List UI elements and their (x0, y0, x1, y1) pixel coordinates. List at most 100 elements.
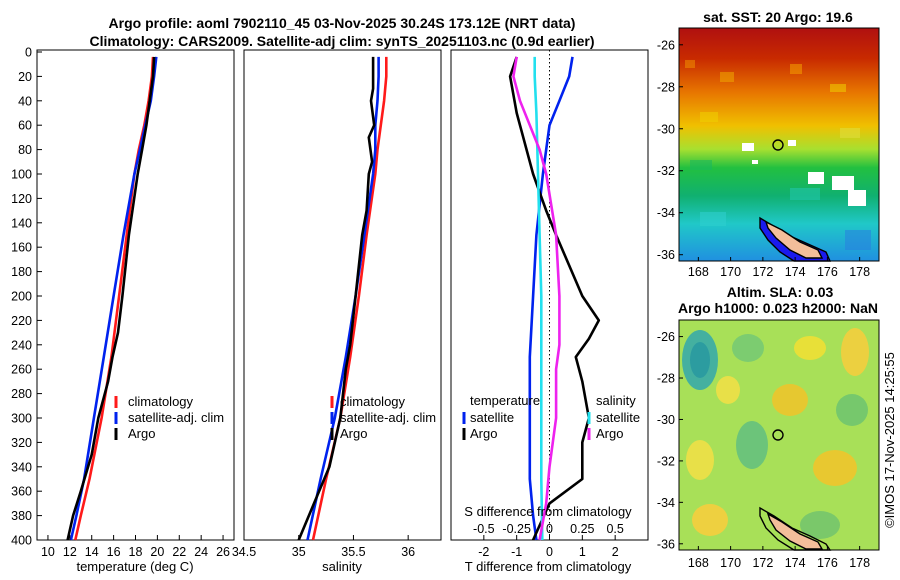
sla-map-title-2: Argo h1000: 0.023 h2000: NaN (678, 300, 878, 316)
difference-xlabel: T difference from climatology (465, 559, 632, 574)
sal-legend-climatology: climatology (340, 394, 406, 409)
sla-argo-marker (772, 429, 784, 441)
difference-legend: temperature satellite Argo salinity sate… (462, 393, 640, 441)
map-y-label: -32 (657, 454, 675, 468)
map-y-label: -32 (657, 164, 675, 178)
map-y-label: -26 (657, 38, 675, 52)
x2-tick-label: -0.25 (502, 522, 531, 536)
y-tick-label: 140 (11, 216, 32, 230)
map-y-label: -30 (657, 413, 675, 427)
x-tick-label: 0 (546, 545, 553, 559)
diff-legend-s-satellite: satellite (596, 410, 640, 425)
x-tick-label: -1 (511, 545, 522, 559)
x-tick-label: 12 (63, 545, 77, 559)
sst-map-title: sat. SST: 20 Argo: 19.6 (703, 9, 853, 25)
sst-map-panel: sat. SST: 20 Argo: 19.6 168 170 (657, 9, 880, 279)
map-y-label: -36 (657, 248, 675, 262)
map-y-label: -26 (657, 330, 675, 344)
sal-legend-satellite: satellite-adj. clim (340, 410, 436, 425)
salinity-xlabel: salinity (322, 559, 362, 574)
legend-satellite: satellite-adj. clim (128, 410, 224, 425)
map-y-label: -34 (657, 206, 675, 220)
credit: ©IMOS 17-Nov-2025 14:25:55 (882, 352, 897, 528)
y-tick-label: 0 (25, 46, 32, 60)
sst-land (759, 216, 832, 262)
y-tick-label: 120 (11, 192, 32, 206)
x-tick-label: 18 (129, 545, 143, 559)
y-tick-label: 160 (11, 241, 32, 255)
map-x-label: 176 (817, 556, 838, 570)
y-tick-label: 300 (11, 412, 32, 426)
sla-land (759, 506, 832, 551)
map-x-label: 174 (785, 265, 806, 279)
sst-texture (685, 60, 871, 250)
sst-field (678, 27, 880, 262)
map-y-label: -28 (657, 80, 675, 94)
map-y-label: -34 (657, 496, 675, 510)
sst-cloud-mask (742, 140, 866, 206)
x-tick-label: -2 (478, 545, 489, 559)
x-tick-label: 10 (41, 545, 55, 559)
y-tick-label: 260 (11, 363, 32, 377)
map-y-label: -30 (657, 122, 675, 136)
map-x-label: 176 (817, 265, 838, 279)
y-tick-label: 360 (11, 485, 32, 499)
series-t-satellite (528, 56, 574, 541)
series-s-satellite (533, 56, 544, 541)
legend-salinity-title: salinity (596, 393, 636, 408)
sla-blobs (682, 328, 869, 539)
map-x-label: 174 (785, 556, 806, 570)
x2-tick-label: 0.5 (606, 522, 623, 536)
map-x-label: 170 (720, 556, 741, 570)
difference-xlabel2: S difference from climatology (464, 504, 632, 519)
y-tick-label: 20 (18, 70, 32, 84)
x-tick-label: 14 (85, 545, 99, 559)
y-tick-label: 400 (11, 534, 32, 548)
x-tick-label: 34.5 (232, 545, 256, 559)
sla-map-title-1: Altim. SLA: 0.03 (727, 284, 834, 300)
x2-tick-label: 0 (546, 522, 553, 536)
series-s-argo (512, 56, 561, 541)
difference-panel: -2 -1 0 1 2 S difference from climatology -0… (450, 49, 649, 574)
temperature-xlabel: temperature (deg C) (76, 559, 193, 574)
legend-temperature-title: temperature (470, 393, 540, 408)
x2-tick-label: 0.25 (570, 522, 594, 536)
y-tick-label: 340 (11, 460, 32, 474)
x-tick-label: 1 (579, 545, 586, 559)
map-y-label: -28 (657, 372, 675, 386)
map-x-label: 170 (720, 265, 741, 279)
x-tick-label: 22 (172, 545, 186, 559)
figure-title-line1: Argo profile: aoml 7902110_45 03-Nov-202… (109, 15, 576, 31)
series-argo (297, 56, 376, 541)
y-tick-label: 240 (11, 338, 32, 352)
y-tick-label: 380 (11, 509, 32, 523)
diff-legend-t-argo: Argo (470, 426, 497, 441)
legend-argo: Argo (128, 426, 155, 441)
series-t-argo (508, 56, 601, 541)
map-x-label: 168 (688, 265, 709, 279)
y-tick-label: 220 (11, 314, 32, 328)
x-tick-label: 36 (401, 545, 415, 559)
temperature-panel: 10 12 14 16 18 20 22 24 26 0 20 40 60 80 100 120 140 160… (11, 46, 235, 574)
sal-legend-argo: Argo (340, 426, 367, 441)
legend-climatology: climatology (128, 394, 194, 409)
diff-legend-s-argo: Argo (596, 426, 623, 441)
sla-map-panel: Altim. SLA: 0.03 Argo h1000: 0.023 h2000… (657, 284, 880, 570)
salinity-panel: 34.5 35 35.5 36 salinity climatology satell… (232, 49, 442, 574)
x-tick-label: 26 (216, 545, 230, 559)
map-x-label: 172 (752, 556, 773, 570)
y-tick-label: 100 (11, 168, 32, 182)
map-x-label: 178 (849, 556, 870, 570)
y-tick-label: 60 (18, 119, 32, 133)
x-tick-label: 16 (107, 545, 121, 559)
x-tick-label: 2 (612, 545, 619, 559)
sst-argo-marker (772, 139, 784, 151)
salinity-legend: climatology satellite-adj. clim Argo (330, 394, 436, 441)
x-tick-label: 20 (150, 545, 164, 559)
x-tick-label: 35.5 (341, 545, 365, 559)
y-tick-label: 200 (11, 290, 32, 304)
x-tick-label: 24 (194, 545, 208, 559)
figure-title-line2: Climatology: CARS2009. Satellite-adj cli… (90, 33, 595, 49)
y-tick-label: 280 (11, 387, 32, 401)
series-argo (66, 56, 156, 541)
